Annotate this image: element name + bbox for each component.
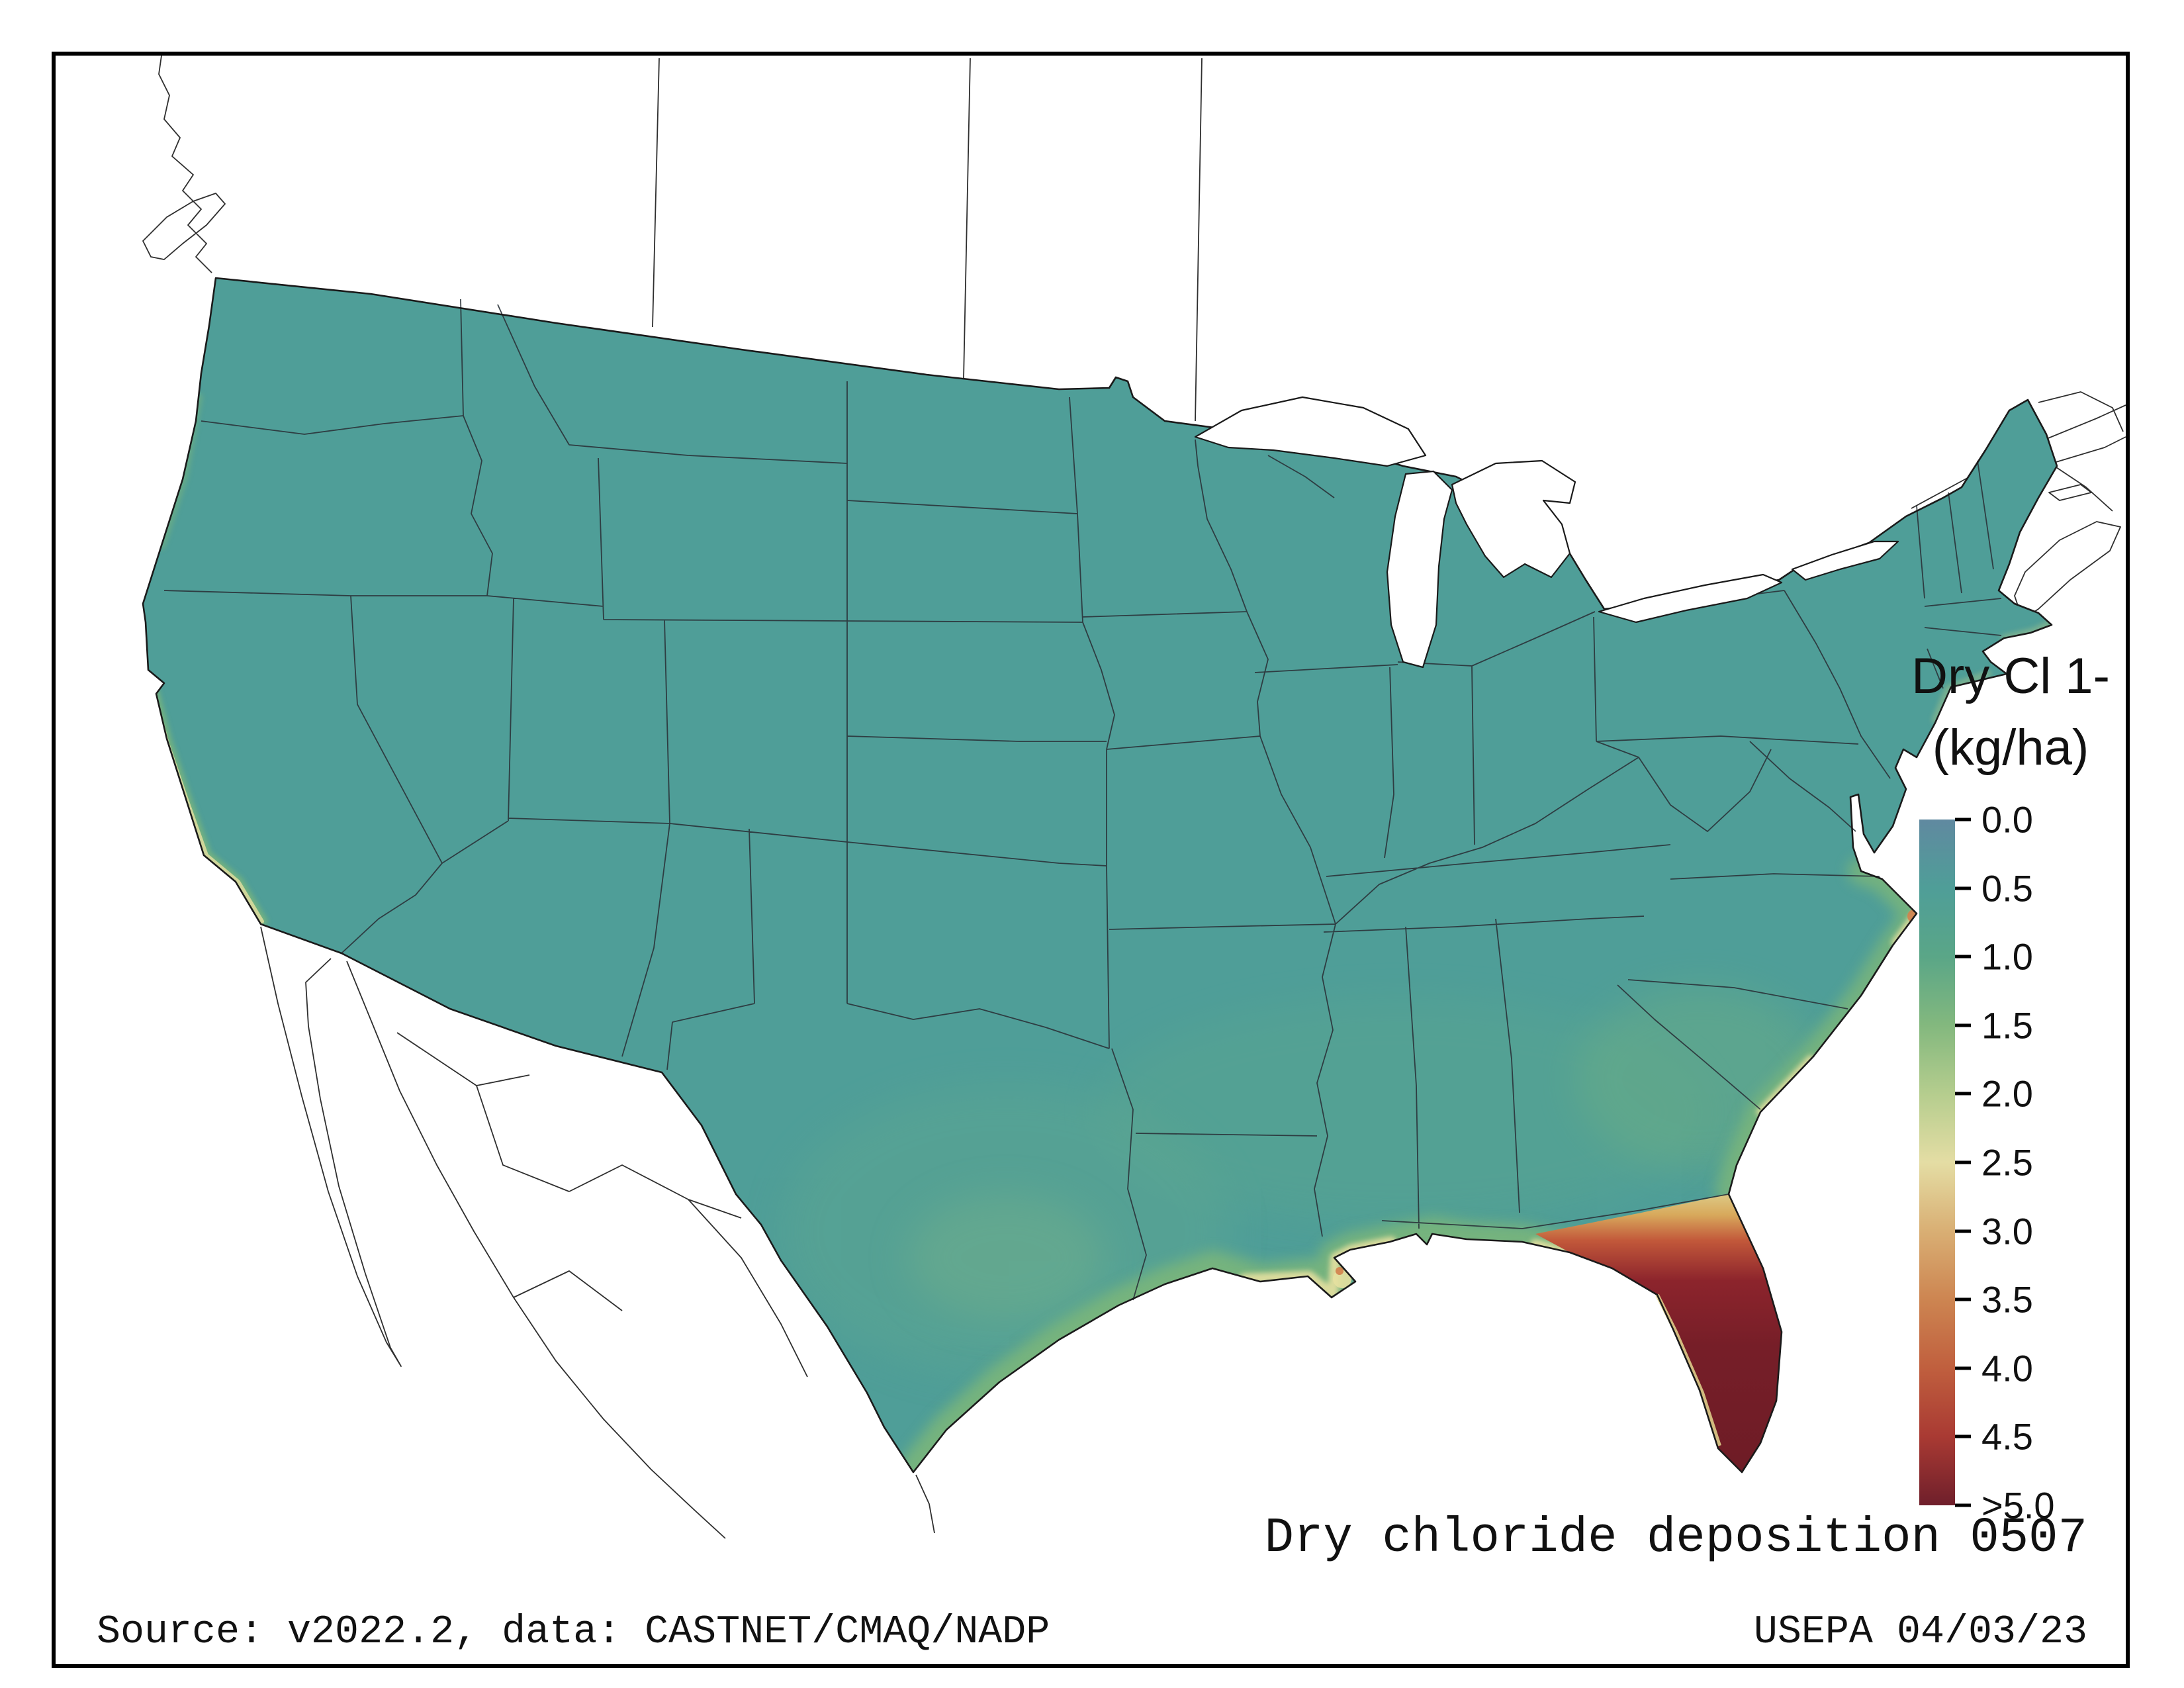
legend-tick: 3.0 — [1955, 1209, 2033, 1252]
bc-coastline — [158, 55, 212, 273]
south-tint — [1099, 1000, 1707, 1225]
tick-mark — [1955, 1503, 1971, 1507]
legend-title: Dry Cl 1- (kg/ha) — [1858, 641, 2163, 784]
legend-title-line1: Dry Cl 1- — [1911, 648, 2110, 704]
great-lakes — [1194, 396, 1899, 669]
tick-mark — [1955, 1229, 1971, 1233]
legend-tick: 1.5 — [1955, 1004, 2033, 1047]
tick-label: 1.0 — [1981, 935, 2033, 978]
legend-tick: >5.0 — [1955, 1484, 2055, 1527]
plot-title: Dry chloride deposition 0507 — [1264, 1511, 2087, 1566]
legend-tick: 4.0 — [1955, 1346, 2033, 1389]
lake-michigan — [1386, 470, 1453, 669]
legend-ticks: 0.0 0.5 1.0 1.5 2.0 2.5 3.0 3.5 4.0 4.5 >5.0 — [1955, 799, 2154, 1526]
vancouver-island — [142, 193, 226, 260]
tick-mark — [1955, 818, 1971, 821]
legend-tick: 4.5 — [1955, 1415, 2033, 1458]
new-brunswick-coast — [2038, 391, 2124, 512]
source-note: Source: v2022.2, data: CASTNET/CMAQ/NADP — [97, 1610, 1050, 1655]
mexico-state-borders — [396, 1032, 808, 1378]
legend-tick: 2.0 — [1955, 1072, 2033, 1115]
mexico-outlines — [260, 926, 935, 1539]
lake-erie — [1598, 573, 1783, 624]
florida-hotspot — [1535, 1194, 1782, 1472]
lake-ontario — [1791, 540, 1899, 581]
mexico-gulf-coast — [915, 1474, 935, 1534]
legend-title-line2: (kg/ha) — [1932, 720, 2089, 776]
tick-label: 0.5 — [1981, 867, 2033, 910]
louisiana-delta-core — [1336, 1267, 1343, 1275]
nova-scotia — [2014, 521, 2121, 620]
tick-mark — [1955, 1366, 1971, 1370]
tick-mark — [1955, 955, 1971, 959]
tick-label: >5.0 — [1981, 1484, 2055, 1526]
canada-province-borders — [652, 58, 1203, 422]
tick-label: 2.5 — [1981, 1141, 2033, 1184]
tick-mark — [1955, 1160, 1971, 1164]
tick-label: 3.0 — [1981, 1210, 2033, 1252]
agency-date-note: USEPA 04/03/23 — [1753, 1610, 2087, 1655]
tick-mark — [1955, 886, 1971, 890]
tick-label: 3.5 — [1981, 1278, 2033, 1321]
tick-label: 0.0 — [1981, 798, 2033, 841]
tick-mark — [1955, 1023, 1971, 1027]
tick-label: 2.0 — [1981, 1072, 2033, 1115]
state-borders — [163, 299, 2002, 1301]
legend-tick: 3.5 — [1955, 1278, 2033, 1321]
legend-colorbar — [1919, 820, 1955, 1505]
lake-superior — [1194, 396, 1427, 467]
lake-huron — [1451, 459, 1576, 579]
texas-green-patch — [907, 1194, 1105, 1321]
legend-tick: 2.5 — [1955, 1141, 2033, 1184]
tick-mark — [1955, 1434, 1971, 1438]
baja-california — [260, 926, 402, 1367]
prince-edward-island — [2048, 484, 2092, 501]
tick-mark — [1955, 1297, 1971, 1301]
legend-tick: 0.5 — [1955, 867, 2033, 910]
tick-label: 4.0 — [1981, 1347, 2033, 1389]
tick-label: 4.5 — [1981, 1415, 2033, 1458]
legend-tick: 1.0 — [1955, 935, 2033, 978]
legend-tick: 0.0 — [1955, 798, 2033, 841]
tick-label: 1.5 — [1981, 1004, 2033, 1047]
tick-mark — [1955, 1092, 1971, 1096]
